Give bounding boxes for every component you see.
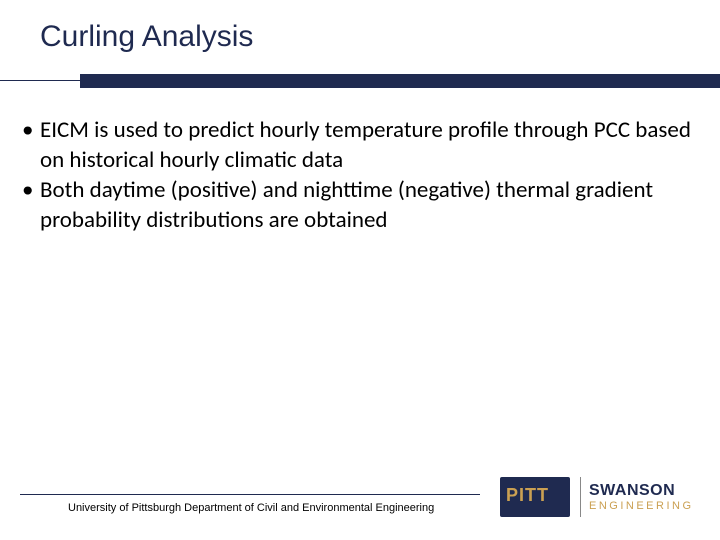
pitt-logo-text: PITT: [506, 485, 549, 506]
bullet-item: • Both daytime (positive) and nighttime …: [22, 176, 708, 236]
bullet-marker: •: [22, 116, 40, 146]
swanson-logo: SWANSON ENGINEERING: [589, 483, 694, 512]
bullet-marker: •: [22, 176, 40, 206]
footer-rule: [20, 494, 480, 495]
pitt-logo: PITT: [500, 475, 572, 519]
logo-divider: [580, 477, 581, 517]
bullet-text: Both daytime (positive) and nighttime (n…: [40, 176, 708, 236]
bullet-text: EICM is used to predict hourly temperatu…: [40, 116, 708, 176]
logo-block: PITT SWANSON ENGINEERING: [500, 472, 720, 522]
slide-title: Curling Analysis: [0, 0, 720, 54]
content-area: • EICM is used to predict hourly tempera…: [0, 88, 720, 236]
swanson-logo-top: SWANSON: [589, 483, 694, 499]
bullet-item: • EICM is used to predict hourly tempera…: [22, 116, 708, 176]
footer-text: University of Pittsburgh Department of C…: [20, 502, 434, 514]
swanson-logo-bottom: ENGINEERING: [589, 501, 694, 512]
title-rule: [0, 74, 720, 88]
